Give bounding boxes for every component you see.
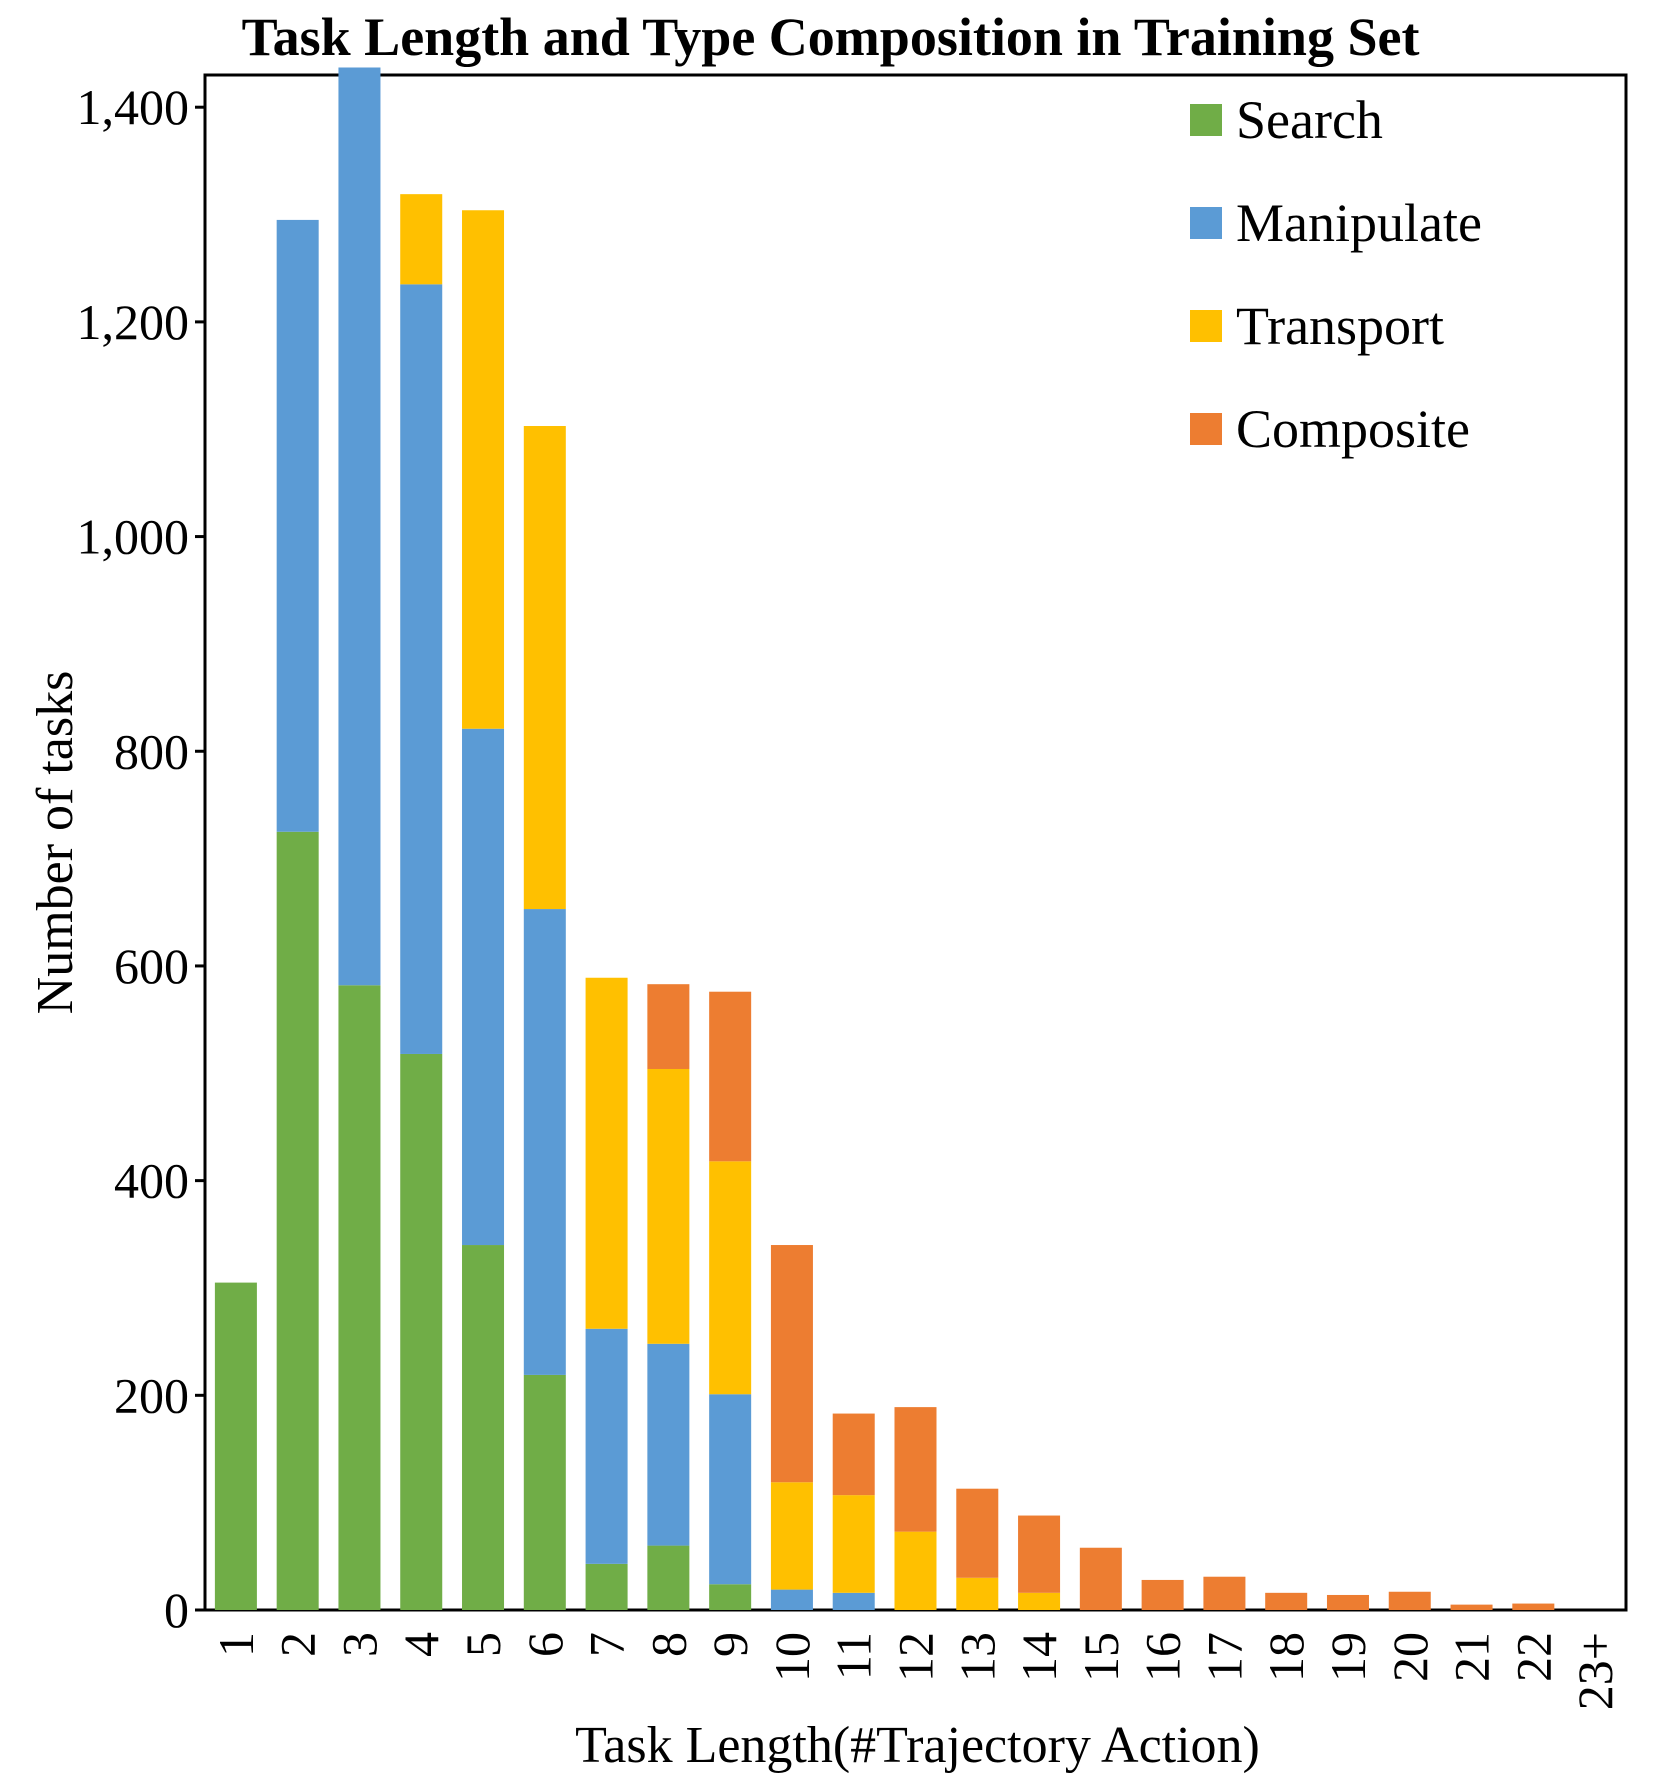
bar-composite-22	[1512, 1603, 1555, 1610]
bar-manipulate-2	[276, 219, 319, 832]
bar-manipulate-6	[523, 909, 566, 1375]
x-tick-label: 21	[1444, 1632, 1500, 1682]
bar-search-9	[709, 1584, 752, 1610]
y-tick-label: 1,000	[77, 509, 190, 565]
bar-search-5	[462, 1245, 505, 1610]
bar-composite-17	[1203, 1576, 1246, 1610]
bar-search-8	[647, 1545, 690, 1610]
bar-manipulate-11	[832, 1592, 875, 1610]
legend-swatch-composite	[1190, 413, 1222, 445]
bar-composite-10	[770, 1245, 813, 1483]
bar-transport-6	[523, 426, 566, 910]
legend-swatch-search	[1190, 104, 1222, 136]
bar-composite-21	[1450, 1604, 1493, 1610]
y-tick-label: 600	[114, 938, 189, 994]
legend-label-manipulate: Manipulate	[1236, 193, 1482, 253]
x-tick-label: 20	[1382, 1632, 1438, 1682]
bar-search-7	[585, 1563, 628, 1610]
x-tick-label: 9	[702, 1632, 758, 1657]
x-tick-label: 17	[1196, 1632, 1252, 1682]
bar-composite-16	[1141, 1579, 1184, 1610]
y-tick-label: 800	[114, 723, 189, 779]
bar-transport-13	[956, 1577, 999, 1610]
bar-composite-8	[647, 984, 690, 1069]
bar-composite-12	[894, 1407, 937, 1532]
x-tick-label: 10	[764, 1632, 820, 1682]
bar-composite-14	[1018, 1515, 1061, 1593]
legend-label-search: Search	[1236, 90, 1383, 150]
bar-search-6	[523, 1374, 566, 1610]
legend-swatch-transport	[1190, 310, 1222, 342]
bar-composite-18	[1265, 1592, 1308, 1610]
x-tick-label: 5	[455, 1632, 511, 1657]
bar-composite-20	[1388, 1591, 1431, 1610]
bar-transport-11	[832, 1495, 875, 1593]
x-tick-label: 15	[1073, 1632, 1129, 1682]
bar-composite-9	[709, 991, 752, 1162]
bar-transport-5	[462, 210, 505, 729]
bar-manipulate-8	[647, 1343, 690, 1546]
bar-manipulate-3	[338, 67, 381, 986]
bar-search-2	[276, 831, 319, 1610]
bar-search-1	[214, 1282, 257, 1610]
y-tick-label: 1,400	[77, 79, 190, 135]
bar-manipulate-5	[462, 728, 505, 1246]
x-tick-label: 7	[579, 1632, 635, 1657]
bar-manipulate-9	[709, 1394, 752, 1585]
chart-title: Task Length and Type Composition in Trai…	[241, 7, 1420, 67]
x-tick-label: 22	[1505, 1632, 1561, 1682]
bar-transport-10	[770, 1482, 813, 1590]
x-tick-label: 23+	[1567, 1632, 1623, 1710]
bar-search-4	[400, 1053, 443, 1610]
x-tick-label: 3	[331, 1632, 387, 1657]
bar-transport-4	[400, 194, 443, 285]
x-tick-label: 13	[949, 1632, 1005, 1682]
y-axis-label: Number of tasks	[27, 671, 84, 1015]
bar-transport-8	[647, 1068, 690, 1344]
bar-composite-13	[956, 1488, 999, 1578]
x-tick-label: 4	[393, 1632, 449, 1657]
bar-composite-19	[1326, 1594, 1369, 1610]
y-tick-label: 400	[114, 1153, 189, 1209]
x-tick-label: 18	[1258, 1632, 1314, 1682]
x-tick-label: 14	[1011, 1632, 1067, 1682]
y-tick-label: 0	[164, 1582, 189, 1638]
x-tick-label: 1	[208, 1632, 264, 1657]
x-tick-label: 8	[640, 1632, 696, 1657]
legend-label-composite: Composite	[1236, 399, 1470, 459]
x-tick-label: 19	[1320, 1632, 1376, 1682]
x-tick-label: 11	[826, 1632, 882, 1680]
bar-manipulate-4	[400, 284, 443, 1054]
bar-search-3	[338, 985, 381, 1610]
bar-transport-14	[1018, 1592, 1061, 1610]
legend-swatch-manipulate	[1190, 207, 1222, 239]
y-tick-label: 200	[114, 1367, 189, 1423]
bar-transport-12	[894, 1531, 937, 1610]
x-tick-label: 16	[1135, 1632, 1191, 1682]
x-tick-label: 12	[888, 1632, 944, 1682]
bar-manipulate-10	[770, 1589, 813, 1610]
y-tick-label: 1,200	[77, 294, 190, 350]
x-tick-label: 2	[270, 1632, 326, 1657]
legend-label-transport: Transport	[1236, 296, 1444, 356]
bar-composite-11	[832, 1413, 875, 1496]
x-tick-label: 6	[517, 1632, 573, 1657]
bar-manipulate-7	[585, 1328, 628, 1564]
bar-composite-15	[1079, 1547, 1122, 1610]
bar-transport-9	[709, 1161, 752, 1395]
x-axis-label: Task Length(#Trajectory Action)	[575, 1717, 1260, 1774]
bar-transport-7	[585, 977, 628, 1329]
